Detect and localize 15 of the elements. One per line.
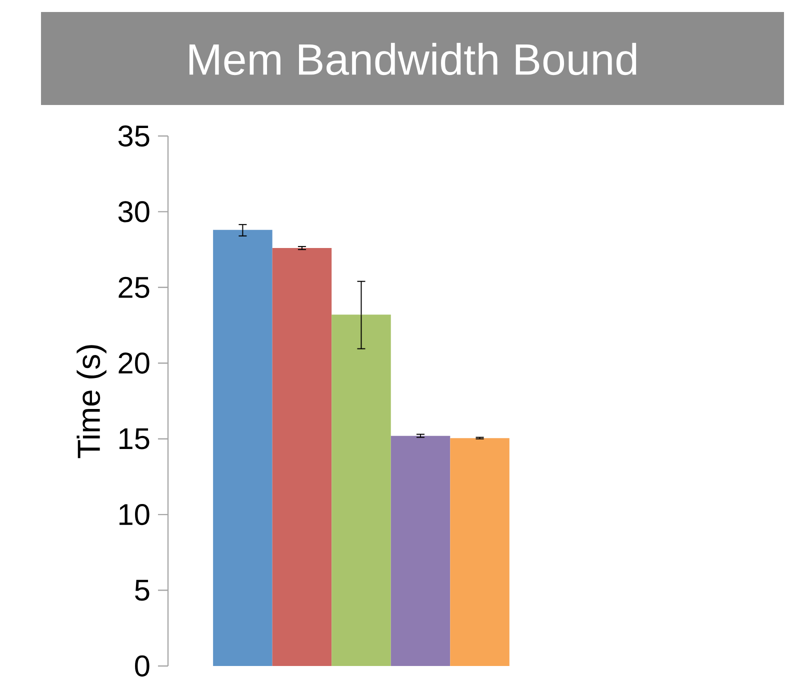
y-tick-label: 30 <box>118 201 150 222</box>
y-tick-label: 20 <box>118 352 150 374</box>
y-tick-label: 10 <box>120 504 150 526</box>
bar <box>272 248 332 666</box>
y-tick-label: 35 <box>118 125 150 147</box>
bar <box>213 230 272 666</box>
bar <box>450 438 510 666</box>
chart-title: Mem Bandwidth Bound <box>189 42 636 76</box>
y-axis-title: Time (s) <box>76 345 106 458</box>
y-tick-label: 15 <box>120 428 150 450</box>
bar <box>332 314 391 666</box>
bar <box>390 436 450 666</box>
y-tick-label: 25 <box>118 276 150 298</box>
y-tick-label: 5 <box>135 580 150 601</box>
y-tick-label: 0 <box>135 655 150 677</box>
